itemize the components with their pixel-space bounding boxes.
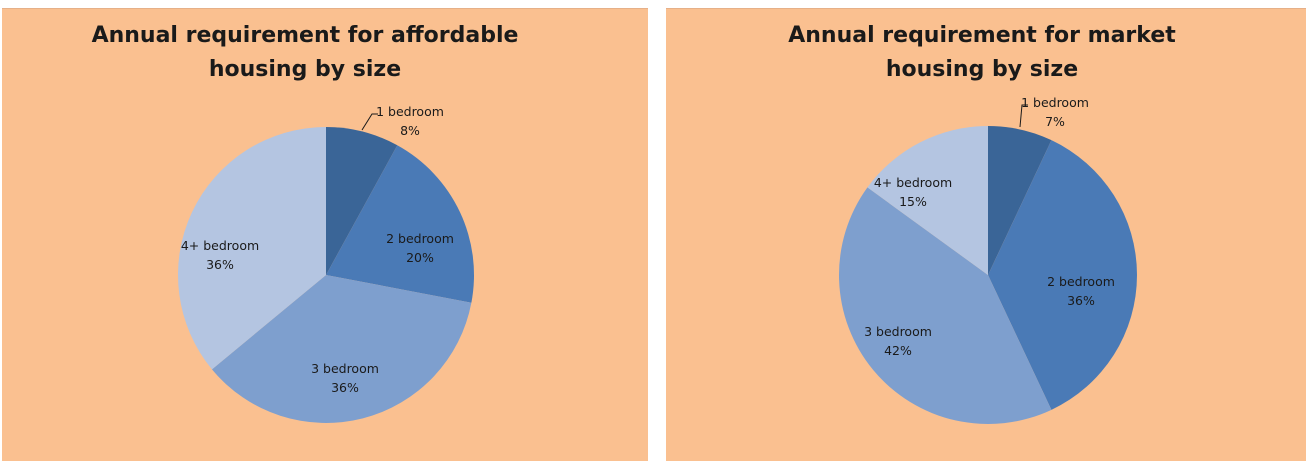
chart-panel-affordable: Annual requirement for affordable housin… <box>2 8 648 461</box>
slice-label: 2 bedroom <box>1047 274 1115 289</box>
pie-slice-2-bedroom <box>326 145 475 303</box>
chart-title: Annual requirement for affordable housin… <box>91 23 519 82</box>
slice-percent-label: 36% <box>206 257 234 272</box>
leader-line <box>361 113 378 131</box>
slice-label: 1 bedroom <box>1021 95 1089 110</box>
slice-label: 3 bedroom <box>311 361 379 376</box>
slice-percent-label: 36% <box>1067 293 1095 308</box>
slice-label: 4+ bedroom <box>181 238 259 253</box>
pie-slice-4-bedroom <box>177 127 326 370</box>
slice-percent-label: 20% <box>406 250 434 265</box>
slice-percent-label: 8% <box>400 123 420 138</box>
slice-label: 4+ bedroom <box>874 175 952 190</box>
slice-percent-label: 42% <box>884 343 912 358</box>
slice-percent-label: 36% <box>331 380 359 395</box>
slice-label: 2 bedroom <box>386 231 454 246</box>
pie-slice-4-bedroom <box>867 126 988 275</box>
slice-label: 3 bedroom <box>864 324 932 339</box>
pie-slice-1-bedroom <box>988 125 1052 275</box>
pie-chart-market: 1 bedroom 7% 2 bedroom 36% 3 bedroom 42% 4+ be… <box>839 95 1138 424</box>
chart-panel-market: Annual requirement for market housing by… <box>666 8 1306 461</box>
slice-percent-label: 15% <box>899 194 927 209</box>
pie-slice-3-bedroom <box>211 275 472 424</box>
pie-slice-1-bedroom <box>326 127 398 275</box>
slice-label: 1 bedroom <box>376 104 444 119</box>
pie-slice-3-bedroom <box>839 187 1052 424</box>
chart-title: Annual requirement for market housing by… <box>788 23 1176 82</box>
slice-percent-label: 7% <box>1045 114 1065 129</box>
pie-chart-affordable: 1 bedroom 8% 2 bedroom 20% 3 bedroom 36% 4+ be… <box>177 104 475 424</box>
pie-slice-2-bedroom <box>988 140 1138 410</box>
leader-line <box>1019 104 1028 128</box>
